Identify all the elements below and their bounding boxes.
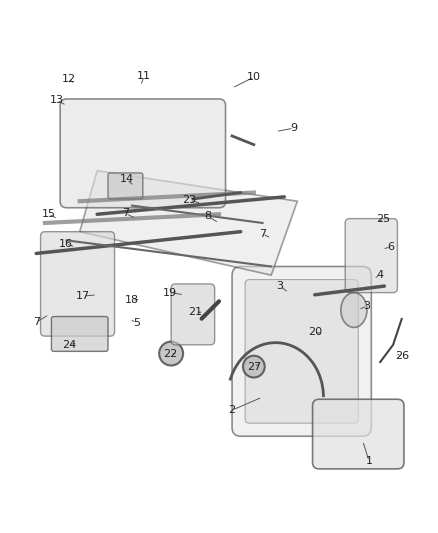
Text: 7: 7 bbox=[122, 208, 129, 219]
Text: 27: 27 bbox=[247, 361, 261, 372]
Text: 16: 16 bbox=[59, 239, 73, 249]
FancyBboxPatch shape bbox=[313, 399, 404, 469]
FancyBboxPatch shape bbox=[60, 99, 226, 208]
Text: 26: 26 bbox=[395, 351, 409, 361]
FancyBboxPatch shape bbox=[245, 279, 358, 423]
Text: 12: 12 bbox=[62, 75, 76, 84]
Text: 10: 10 bbox=[247, 72, 261, 82]
FancyBboxPatch shape bbox=[345, 219, 397, 293]
Text: 3: 3 bbox=[276, 281, 283, 291]
FancyBboxPatch shape bbox=[41, 232, 115, 336]
Text: 9: 9 bbox=[290, 123, 297, 133]
FancyBboxPatch shape bbox=[51, 317, 108, 351]
FancyBboxPatch shape bbox=[108, 173, 143, 199]
Text: 21: 21 bbox=[188, 307, 202, 317]
Text: 1: 1 bbox=[366, 456, 373, 466]
Text: 4: 4 bbox=[377, 270, 384, 280]
Text: 25: 25 bbox=[376, 214, 391, 224]
FancyBboxPatch shape bbox=[232, 266, 371, 436]
Polygon shape bbox=[80, 171, 297, 275]
Text: 22: 22 bbox=[163, 349, 177, 359]
Text: 3: 3 bbox=[364, 301, 371, 311]
Text: 17: 17 bbox=[76, 291, 90, 301]
Text: 15: 15 bbox=[42, 209, 55, 219]
Text: 19: 19 bbox=[163, 288, 177, 297]
Text: 14: 14 bbox=[120, 174, 134, 184]
Ellipse shape bbox=[243, 356, 265, 377]
Text: 20: 20 bbox=[307, 327, 322, 337]
Text: 18: 18 bbox=[125, 295, 139, 305]
FancyBboxPatch shape bbox=[171, 284, 215, 345]
Text: 23: 23 bbox=[182, 196, 197, 205]
Text: 5: 5 bbox=[133, 318, 140, 328]
Text: 7: 7 bbox=[259, 229, 266, 239]
Text: 11: 11 bbox=[137, 71, 151, 81]
Text: 13: 13 bbox=[49, 95, 64, 105]
Text: 8: 8 bbox=[205, 212, 212, 221]
Text: 6: 6 bbox=[388, 242, 394, 252]
Ellipse shape bbox=[159, 342, 183, 366]
Ellipse shape bbox=[341, 293, 367, 327]
Text: 2: 2 bbox=[229, 405, 236, 415]
Text: 24: 24 bbox=[62, 340, 76, 350]
Text: 7: 7 bbox=[33, 317, 40, 327]
